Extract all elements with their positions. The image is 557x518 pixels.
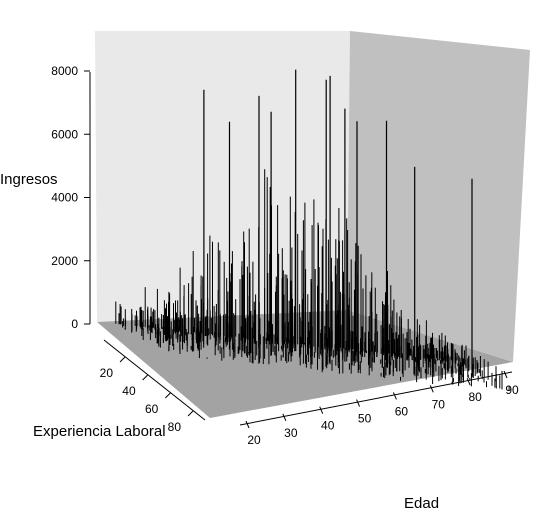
x-tick-label: 80 (468, 390, 482, 404)
back-wall (95, 31, 350, 322)
y-axis-title: Experiencia Laboral (33, 423, 166, 440)
y-tick-label: 60 (145, 402, 159, 416)
y-tick (119, 356, 126, 363)
x-tick-label: 60 (395, 404, 409, 418)
x-axis-title: Edad (404, 495, 439, 512)
x-axis-line (239, 371, 513, 426)
z-tick-label: 8000 (51, 64, 78, 78)
z-tick-label: 4000 (51, 191, 78, 205)
x-tick (356, 399, 361, 407)
z-tick-label: 0 (71, 317, 78, 331)
bars-group (115, 69, 510, 391)
x-tick-label: 50 (358, 412, 372, 426)
z-tick-label: 2000 (51, 254, 78, 268)
y-tick (187, 410, 194, 417)
y-tick (164, 392, 171, 399)
x-tick (429, 385, 434, 393)
x-tick-label: 90 (505, 383, 519, 397)
z-tick-label: 6000 (51, 127, 78, 141)
y-tick (142, 374, 149, 381)
x-tick-label: 70 (432, 397, 446, 411)
x-tick-label: 40 (321, 419, 335, 433)
x-tick (245, 420, 250, 429)
x-tick (392, 392, 397, 400)
x-tick (282, 413, 287, 422)
y-tick-label: 40 (122, 384, 136, 398)
z-axis-title: Ingresos (0, 171, 58, 188)
y-tick-label: 20 (100, 366, 114, 380)
x-tick-label: 30 (284, 426, 298, 440)
side-wall (347, 31, 530, 362)
y-axis-line (103, 339, 206, 421)
x-tick-label: 20 (247, 433, 261, 447)
x-tick (466, 377, 471, 386)
x-tick (503, 370, 508, 379)
y-tick-label: 80 (168, 420, 182, 434)
x-tick (319, 406, 324, 414)
